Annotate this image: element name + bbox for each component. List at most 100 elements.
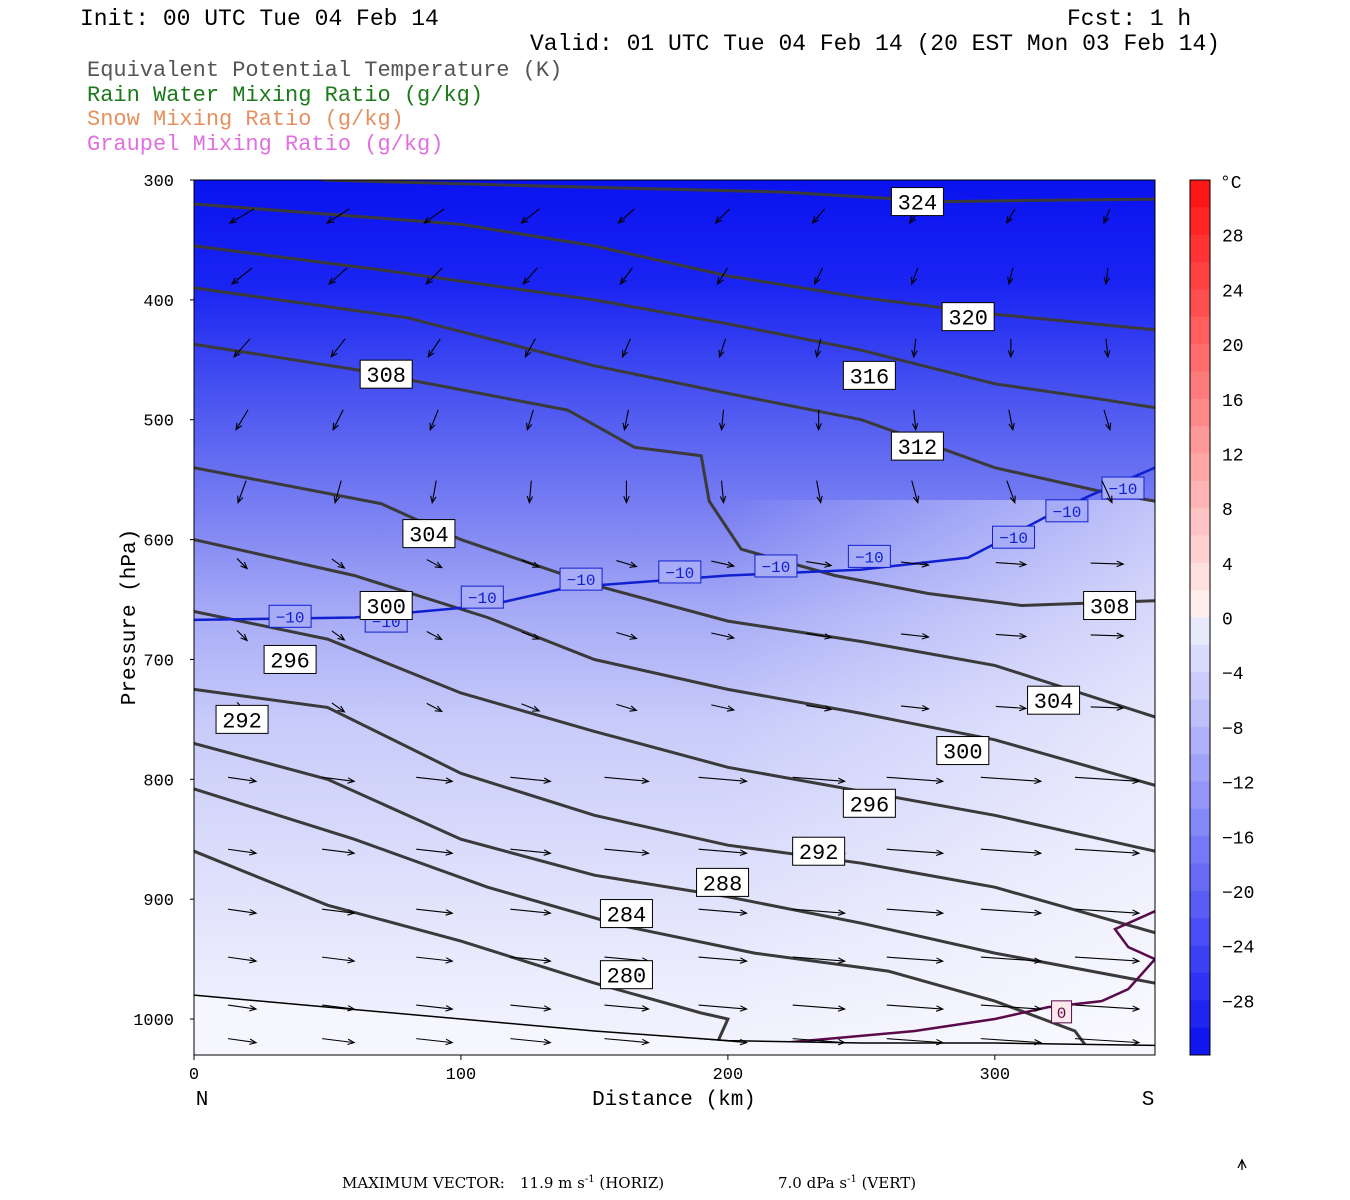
isotherm-label-box <box>1051 1000 1073 1024</box>
colorbar-segment <box>1190 234 1210 263</box>
wind-vector <box>616 631 638 640</box>
wind-vector <box>416 776 454 784</box>
colorbar-tick-label: 16 <box>1222 392 1244 412</box>
colorbar-tick-label: 20 <box>1222 337 1244 357</box>
wind-vector <box>806 704 833 712</box>
wind-vector <box>235 409 249 431</box>
wind-vector <box>980 956 1043 964</box>
wind-vector <box>814 267 824 286</box>
wind-vector <box>520 208 540 224</box>
colorbar-segment <box>1190 836 1210 865</box>
contour-label-box <box>890 187 944 217</box>
cross-section-chart: −10 −10−10−10 −10 −10−10−10−10−100 32432031… <box>119 173 1254 1170</box>
colorbar-tick-label: 0 <box>1222 611 1233 631</box>
colorbar-tick-label: −20 <box>1222 884 1254 904</box>
contour-label-box <box>842 360 896 390</box>
colorbar-tick-label: 8 <box>1222 501 1233 521</box>
legend-snow: Snow Mixing Ratio (g/kg) <box>87 107 404 132</box>
wind-vector <box>524 338 536 359</box>
theta-e-contour-312 <box>194 286 1155 503</box>
legend-rain: Rain Water Mixing Ratio (g/kg) <box>87 83 484 108</box>
wind-vector <box>886 1038 945 1046</box>
wind-vector <box>1090 632 1125 640</box>
isotherm-label-box <box>460 585 504 609</box>
below-surface-region <box>194 995 1155 1055</box>
isotherm-label-box <box>559 567 603 591</box>
wind-vector <box>522 267 538 285</box>
contour-label-box <box>1083 591 1137 621</box>
isotherm-label-minus10: −10 <box>1053 504 1082 522</box>
colorbar-segment <box>1190 262 1210 290</box>
wind-vector <box>792 1038 847 1046</box>
wind-vector <box>886 908 945 916</box>
wind-vector <box>427 338 441 358</box>
wind-vector <box>619 267 633 286</box>
wind-vector <box>995 704 1028 712</box>
wind-vector <box>604 848 650 856</box>
colorbar-tick-label: 24 <box>1222 282 1244 302</box>
wind-vector <box>621 338 631 359</box>
colorbar-segment <box>1190 699 1210 728</box>
isotherm-label-minus10: −10 <box>762 559 791 577</box>
wind-vector <box>604 776 650 784</box>
y-tick-label: 700 <box>143 652 174 671</box>
wind-vector <box>322 776 356 784</box>
wind-vector <box>616 703 638 712</box>
contour-label-280: 280 <box>607 965 647 990</box>
colorbar-segment <box>1190 480 1210 509</box>
wind-vector <box>911 338 918 359</box>
colorbar-segment <box>1190 863 1210 892</box>
theta-e-contour-292 <box>194 687 1155 935</box>
y-tick-label: 500 <box>143 413 174 432</box>
wind-vector <box>1101 480 1113 504</box>
wind-vector <box>237 480 247 504</box>
isotherm-label-box <box>658 560 702 584</box>
max-vector-glyph <box>1237 1158 1247 1170</box>
wind-vector <box>510 1004 552 1012</box>
wind-vector <box>911 480 920 505</box>
wind-vector <box>1007 338 1015 359</box>
wind-vector <box>1006 480 1016 504</box>
contour-label-box <box>890 431 944 461</box>
y-tick-label: 400 <box>143 293 174 312</box>
wind-vector <box>322 908 356 916</box>
contour-label-box <box>215 704 269 734</box>
wind-vector <box>227 908 258 916</box>
colorbar-segment <box>1190 972 1210 1001</box>
wind-vector <box>429 409 439 432</box>
colorbar-tick-label: −16 <box>1222 829 1254 849</box>
colorbar-segment <box>1190 453 1210 482</box>
colorbar-segment <box>1190 1027 1210 1056</box>
wind-vector <box>233 338 251 358</box>
contour-label-292: 292 <box>222 709 262 734</box>
wind-vector <box>328 267 348 285</box>
y-axis-label: Pressure (hPa) <box>119 529 142 705</box>
colorbar-tick-label: 4 <box>1222 556 1233 576</box>
x-tick-label: 0 <box>189 1066 199 1085</box>
contour-label-308: 308 <box>366 364 406 389</box>
wind-vector <box>604 1004 650 1012</box>
contour-label-292: 292 <box>799 841 839 866</box>
wind-vector <box>886 1004 945 1012</box>
temperature-field-warming <box>194 500 1155 1055</box>
wind-vector <box>426 702 443 713</box>
contour-label-320: 320 <box>948 307 988 332</box>
contour-label-284: 284 <box>607 904 647 929</box>
colorbar-segment <box>1190 726 1210 755</box>
colorbar-segment <box>1190 508 1210 536</box>
wind-vector <box>900 561 930 568</box>
wind-vector <box>980 908 1043 916</box>
wind-vector <box>510 1038 552 1046</box>
wind-vector <box>526 409 534 432</box>
isotherm-label-box <box>754 554 798 578</box>
contour-label-box <box>599 899 653 929</box>
colorbar-unit: °C <box>1220 174 1242 194</box>
wind-vector <box>1006 208 1016 225</box>
wind-vector <box>811 208 826 225</box>
contour-label-box <box>696 867 750 897</box>
contour-label-box <box>941 302 995 332</box>
colorbar-tick-label: 12 <box>1222 446 1244 466</box>
wind-vector <box>900 705 930 712</box>
wind-vector <box>806 632 833 640</box>
wind-vector <box>617 208 635 224</box>
